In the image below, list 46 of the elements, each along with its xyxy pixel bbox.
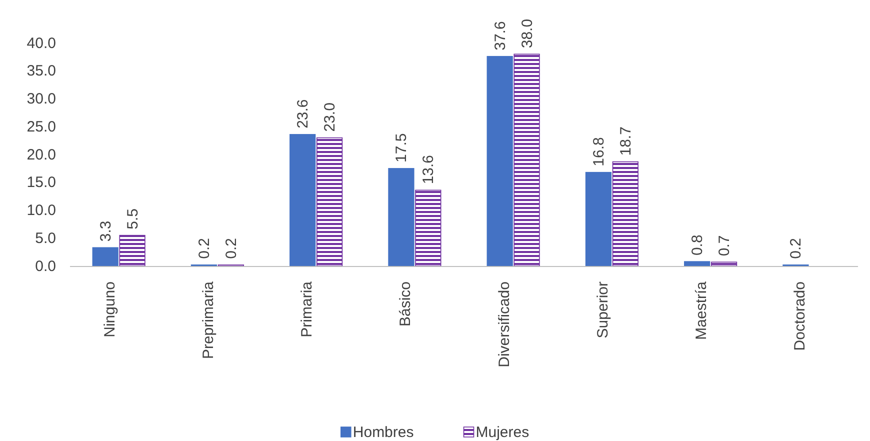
data-label: 23.6 (294, 99, 312, 128)
x-tick-label: Ninguno (101, 282, 118, 338)
bar (585, 172, 612, 266)
y-tick-label: 10.0 (26, 202, 56, 220)
data-label: 16.8 (590, 137, 608, 166)
data-label: 18.7 (617, 126, 634, 156)
data-label: 38.0 (518, 18, 536, 48)
data-label: 3.3 (97, 220, 114, 242)
bar (316, 137, 343, 266)
data-label: 0.2 (788, 238, 805, 259)
legend-label: Mujeres (476, 424, 530, 441)
data-label: 0.8 (689, 234, 706, 256)
data-label: 13.6 (420, 154, 438, 184)
x-tick-label: Maestría (693, 280, 710, 340)
y-tick-label: 40.0 (26, 34, 56, 52)
x-tick-label: Doctorado (792, 282, 809, 351)
bar (415, 190, 442, 266)
data-label: 5.5 (124, 208, 142, 230)
bar (388, 168, 414, 266)
y-tick-label: 25.0 (26, 118, 56, 136)
bar (612, 161, 638, 266)
bar (92, 247, 118, 266)
data-label: 23.0 (322, 102, 339, 132)
x-tick-label: Diversificado (496, 282, 513, 368)
data-label: 0.7 (716, 235, 734, 256)
y-tick-label: 20.0 (26, 146, 56, 164)
bar (710, 262, 738, 266)
y-tick-label: 35.0 (26, 62, 56, 80)
y-tick-label: 0.0 (35, 258, 56, 275)
data-label: 17.5 (393, 133, 410, 162)
data-label: 37.6 (492, 21, 509, 50)
x-tick-label: Preprimaria (200, 280, 217, 360)
data-label: 0.2 (196, 238, 213, 259)
bar (486, 56, 513, 266)
bar (514, 54, 540, 266)
bar (119, 234, 146, 266)
x-tick-label: Superior (594, 282, 612, 338)
y-tick-label: 30.0 (26, 90, 56, 108)
y-tick-label: 15.0 (26, 174, 56, 192)
y-tick-label: 5.0 (35, 230, 56, 247)
x-tick-label: Básico (397, 282, 414, 327)
data-label: 0.2 (222, 238, 240, 259)
bar (290, 134, 316, 266)
bar (684, 261, 710, 266)
legend-label: Hombres (352, 424, 414, 441)
x-tick-label: Primaria (298, 280, 316, 338)
